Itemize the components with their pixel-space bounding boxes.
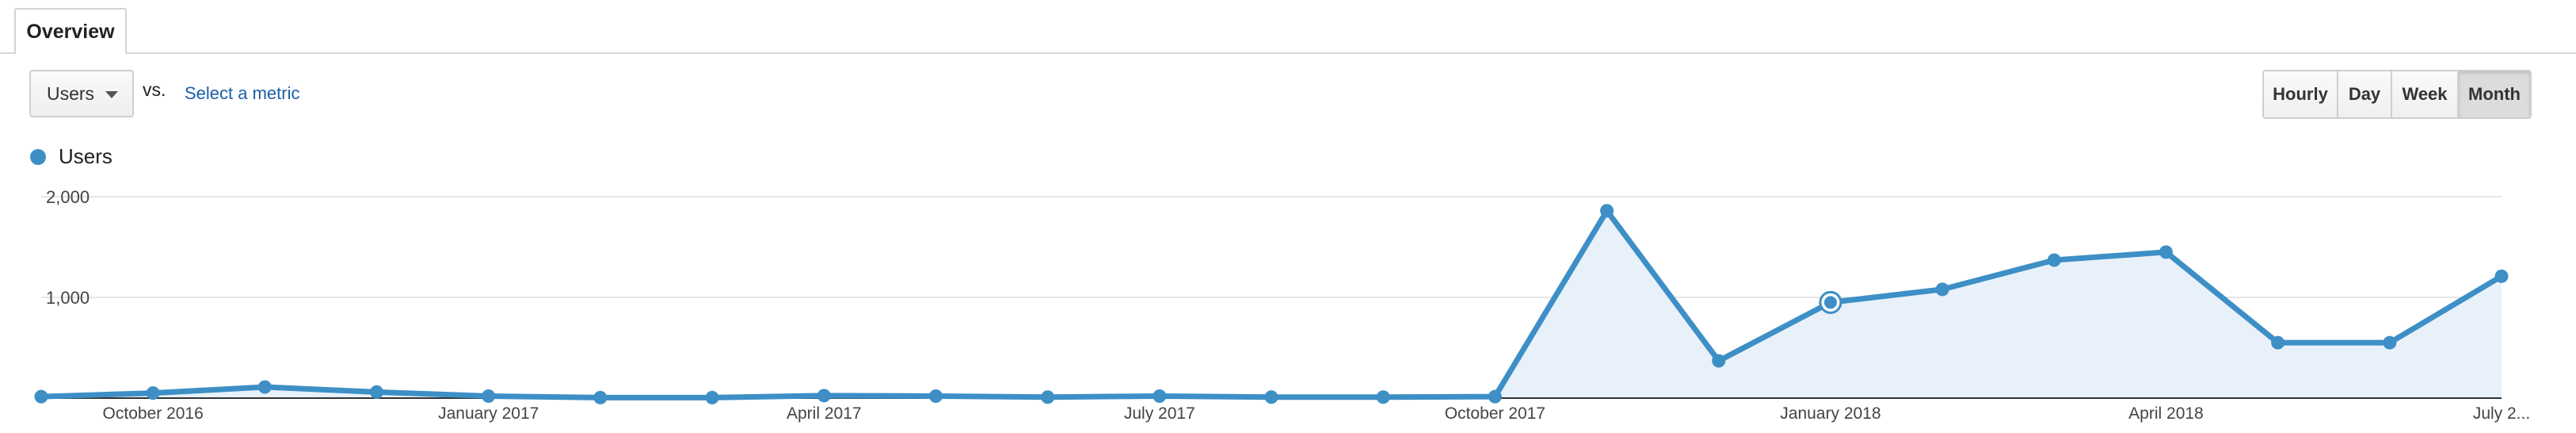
x-tick-label: October 2016 [102, 404, 204, 423]
data-point [1935, 282, 1949, 297]
x-tick-label: July 2... [2472, 404, 2531, 423]
data-point [2047, 253, 2061, 267]
data-point [928, 389, 943, 403]
x-tick-label: April 2017 [786, 404, 862, 423]
data-point [2494, 269, 2509, 283]
data-point [1376, 390, 1390, 404]
data-point [1153, 389, 1167, 403]
legend-label-users: Users [59, 144, 112, 168]
interval-week-button[interactable]: Week [2392, 71, 2459, 117]
data-point [2159, 245, 2173, 259]
data-point [593, 390, 608, 404]
data-point [705, 390, 719, 404]
data-point [817, 389, 831, 403]
tab-overview[interactable]: Overview [14, 8, 127, 54]
chart-legend: Users [30, 144, 112, 169]
tab-strip: Overview [0, 0, 2576, 54]
y-tick-label: 2,000 [46, 187, 90, 207]
interval-hourly-button[interactable]: Hourly [2264, 71, 2338, 117]
data-point [1823, 296, 1837, 309]
series-area [41, 210, 2502, 398]
chevron-down-icon [105, 91, 118, 98]
legend-dot-icon [30, 148, 46, 165]
interval-day-button[interactable]: Day [2338, 71, 2392, 117]
vs-label: vs. [143, 79, 166, 100]
x-tick-label: January 2018 [1780, 404, 1881, 423]
data-point [482, 389, 496, 403]
interval-toggle-group: Hourly Day Week Month [2262, 70, 2532, 119]
data-point [257, 380, 272, 394]
data-point [1600, 204, 1614, 218]
data-point [370, 385, 384, 399]
data-point [1712, 354, 1726, 368]
data-point [2271, 335, 2285, 350]
x-tick-label: July 2017 [1123, 404, 1195, 423]
data-point [146, 386, 160, 400]
x-tick-label: April 2018 [2128, 404, 2204, 423]
data-point [1041, 390, 1055, 404]
select-metric-link[interactable]: Select a metric [185, 83, 300, 103]
data-point [1264, 390, 1278, 404]
metric-select[interactable]: Users [29, 70, 134, 117]
x-tick-label: October 2017 [1444, 404, 1545, 423]
metric-select-value: Users [47, 82, 95, 104]
interval-month-button[interactable]: Month [2459, 71, 2530, 117]
data-point [34, 389, 48, 404]
data-point [1488, 389, 1502, 404]
data-point [2383, 335, 2397, 350]
y-tick-label: 1,000 [46, 288, 90, 308]
x-tick-label: January 2017 [438, 404, 539, 423]
tab-strip-divider [0, 52, 2576, 54]
